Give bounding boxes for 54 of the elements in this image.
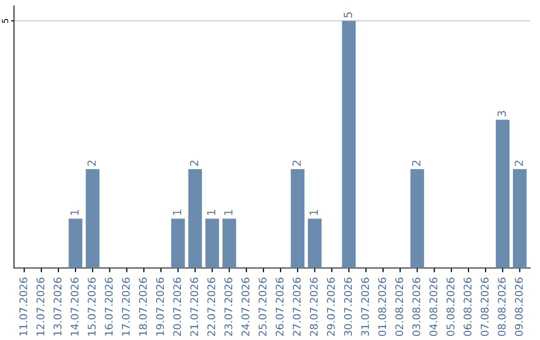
data-label: 2 [514, 160, 523, 166]
bar [86, 169, 100, 268]
data-label: 2 [292, 160, 301, 166]
x-tick-label: 03.08.2026 [412, 278, 420, 336]
data-label: 1 [207, 210, 216, 215]
x-tick-label: 07.08.2026 [480, 278, 489, 336]
x-tick-label: 13.07.2026 [54, 278, 62, 336]
x-tick-label: 15.07.2026 [88, 278, 96, 336]
data-label: 2 [190, 160, 198, 166]
bar [205, 218, 220, 268]
x-tick-label: 30.07.2026 [344, 278, 352, 336]
data-label: 1 [70, 210, 79, 215]
bar [68, 218, 82, 268]
x-tick-label: 26.07.2026 [276, 278, 284, 336]
x-tick-label: 01.08.2026 [378, 278, 386, 336]
data-label: 1 [310, 210, 318, 215]
data-label: 5 [344, 12, 352, 18]
x-tick-label: 05.08.2026 [446, 278, 454, 336]
data-label: 1 [172, 210, 182, 215]
bar [188, 169, 202, 268]
x-tick-label: 24.07.2026 [242, 278, 250, 336]
x-tick-label: 18.07.2026 [139, 278, 147, 336]
data-label: 3 [497, 111, 506, 116]
x-tick-label: 22.07.2026 [207, 278, 216, 336]
x-tick-label: 19.07.2026 [156, 278, 164, 336]
data-label: 1 [224, 210, 232, 215]
bar [308, 218, 322, 268]
x-tick-label: 09.08.2026 [514, 278, 523, 336]
bar [342, 20, 356, 268]
x-tick-label: 21.07.2026 [190, 278, 198, 336]
x-tick-label: 17.07.2026 [122, 278, 130, 336]
x-tick-label: 14.07.2026 [70, 278, 79, 336]
bar [222, 218, 236, 268]
x-tick-label: 04.08.2026 [429, 278, 438, 336]
x-tick-label: 08.08.2026 [498, 278, 506, 336]
x-tick-label: 12.07.2026 [36, 278, 44, 336]
x-tick-label: 27.07.2026 [292, 278, 301, 336]
x-tick-label: 11.07.2026 [19, 278, 28, 336]
x-tick-label: 23.07.2026 [224, 278, 232, 336]
x-tick-label: 29.07.2026 [326, 278, 335, 336]
bar [512, 169, 527, 268]
x-tick-label: 31.07.2026 [361, 278, 369, 336]
x-tick-label: 06.08.2026 [464, 278, 472, 336]
bar [496, 120, 510, 268]
x-tick-label: 20.07.2026 [173, 278, 182, 336]
x-tick-label: 28.07.2026 [310, 278, 318, 336]
x-tick-label: 25.07.2026 [258, 278, 266, 336]
bar [171, 218, 185, 268]
bar [290, 169, 304, 268]
bar [410, 169, 424, 268]
x-tick-label: 02.08.2026 [395, 278, 404, 336]
data-label: 2 [87, 160, 96, 166]
data-label: 2 [412, 160, 420, 166]
x-tick-label: 16.07.2026 [104, 278, 113, 336]
